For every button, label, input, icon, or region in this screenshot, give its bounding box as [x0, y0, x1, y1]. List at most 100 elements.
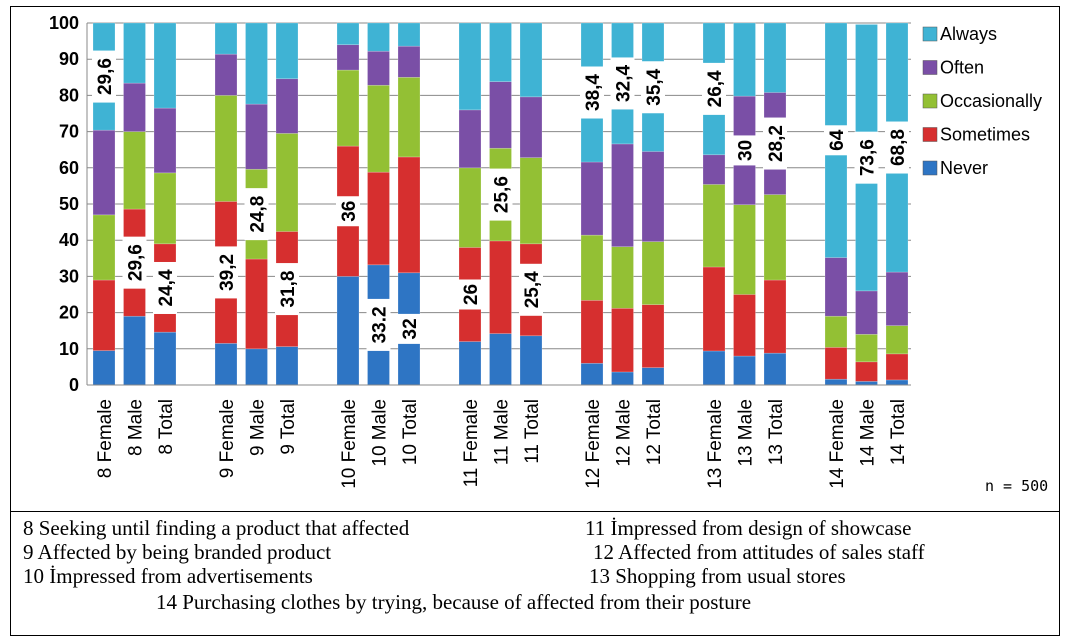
bar-segment-occasionally [336, 69, 360, 147]
bar-segment-always [245, 22, 268, 105]
bar-segment-sometimes [397, 156, 421, 274]
data-label: 28,2 [763, 117, 787, 170]
bar-segment-often [824, 257, 848, 317]
bar-segment-often [489, 81, 512, 149]
data-label: 25,4 [519, 263, 543, 316]
x-tick-label: 13 Female [705, 399, 726, 489]
bar-segment-always [763, 22, 787, 93]
bar-segment-often [580, 161, 604, 236]
legend-label: Often [940, 58, 984, 78]
bar-segment-always [153, 22, 177, 109]
x-tick-label: 14 Female [827, 399, 848, 489]
y-tick-label: 60 [59, 158, 79, 178]
y-tick-label: 0 [69, 375, 79, 395]
data-label-text: 39,2 [217, 254, 238, 291]
footnote-q11: 11 İmpressed from design of showcase [585, 516, 912, 540]
data-label-text: 25,4 [522, 271, 543, 308]
bar-segment-occasionally [458, 167, 482, 248]
legend-label: Sometimes [940, 125, 1030, 145]
bar-segment-often [855, 290, 878, 335]
legend-label: Always [940, 24, 997, 44]
x-tick-label: 12 Total [644, 399, 665, 465]
data-label: 32,4 [610, 57, 635, 110]
x-tick-label: 13 Male [736, 399, 757, 467]
bar-segment-often [336, 44, 360, 71]
x-tick-label: 11 Female [461, 399, 482, 487]
data-label-text: 29,6 [95, 58, 116, 95]
footnote-box: 8 Seeking until finding a product that a… [10, 512, 1060, 636]
x-tick-label: 8 Male [126, 399, 147, 456]
data-label-text: 32,4 [614, 65, 635, 102]
bar-segment-never [336, 276, 360, 386]
x-tick-label: 12 Female [583, 399, 604, 489]
data-label: 24,4 [153, 261, 177, 314]
bar-segment-sometimes [489, 240, 512, 334]
footnote-q14: 14 Purchasing clothes by trying, because… [156, 590, 752, 614]
data-label-layer: 29,6 29,6 24,4 39,2 24,8 31,8 36 33.2 32 26 25,6 25… [92, 50, 909, 351]
x-tick-label: 10 Female [339, 399, 360, 489]
bar-segment-never [275, 346, 299, 386]
bar-segment-never [519, 335, 543, 386]
bar-segment-always [275, 22, 299, 80]
bar-segment-never [763, 352, 787, 386]
bar-segment-often [611, 143, 634, 248]
stacked-bar-chart: 0 10 20 30 40 50 60 70 80 90 100 8 Female 8 Male 8 To… [49, 13, 1042, 489]
bar-segment-sometimes [702, 266, 726, 352]
bar-segment-often [397, 45, 421, 78]
bar-segment-occasionally [824, 315, 848, 348]
bar-segment-occasionally [519, 157, 543, 245]
bar-segment-never [458, 341, 482, 386]
x-tick-label: 8 Total [156, 399, 177, 455]
bar-segment-often [123, 82, 146, 132]
bar-segment-occasionally [702, 184, 726, 268]
bar-segment-often [458, 109, 482, 169]
chart-frame: 0 10 20 30 40 50 60 70 80 90 100 8 Female 8 Male 8 To… [10, 6, 1060, 512]
data-label-text: 30 [736, 140, 757, 161]
data-label-text: 35,4 [644, 68, 665, 105]
bar-segment-always [123, 22, 146, 84]
data-label-text: 36 [339, 201, 360, 222]
y-tick-label: 40 [59, 230, 79, 250]
legend-label: Never [940, 158, 988, 178]
data-label: 25,6 [488, 168, 513, 221]
bar-segment-often [702, 154, 726, 185]
x-tick-label: 13 Total [766, 399, 787, 465]
bar-segment-often [214, 53, 238, 96]
y-tick-label: 80 [59, 85, 79, 105]
bar-segment-never [702, 350, 726, 386]
data-label: 30 [732, 135, 757, 166]
sample-size-note: n = 500 [985, 477, 1049, 495]
x-tick-label: 12 Male [614, 399, 635, 467]
legend: Always Often Occasionally Sometimes Never [922, 24, 1042, 178]
y-tick-label: 20 [59, 303, 79, 323]
bar-segment-never [92, 350, 116, 386]
bar-segment-always [519, 22, 543, 98]
x-tick-label: 10 Male [370, 399, 391, 467]
y-tick-label: 70 [59, 122, 79, 142]
legend-item-never: Never [922, 158, 988, 178]
bar-segment-never [855, 381, 878, 386]
bar-segment-often [367, 50, 390, 86]
bar-segment-often [153, 107, 177, 174]
data-label: 38,4 [580, 66, 604, 119]
data-label-text: 24,4 [156, 269, 177, 306]
bar-segment-sometimes [855, 361, 878, 382]
x-tick-label: 10 Total [400, 399, 421, 465]
y-tick-label: 100 [49, 13, 79, 33]
data-label-text: 64 [827, 129, 848, 151]
y-tick-label: 10 [59, 339, 79, 359]
data-label: 35,4 [641, 61, 665, 114]
bar-segment-never [214, 343, 238, 386]
bar-segment-never [153, 331, 177, 386]
axis-layer: 0 10 20 30 40 50 60 70 80 90 100 8 Female 8 Male 8 To… [49, 13, 911, 489]
bar-segment-always [367, 22, 390, 52]
bar-segment-occasionally [275, 133, 299, 232]
bar-segment-never [123, 315, 146, 386]
data-label: 73,6 [854, 131, 879, 184]
bar-segment-occasionally [153, 172, 177, 245]
bar-segment-always [733, 22, 756, 97]
bar-segment-never [824, 378, 848, 386]
bar-segment-sometimes [367, 171, 390, 266]
bar-segment-occasionally [367, 84, 390, 173]
data-label-text: 33.2 [370, 306, 391, 343]
